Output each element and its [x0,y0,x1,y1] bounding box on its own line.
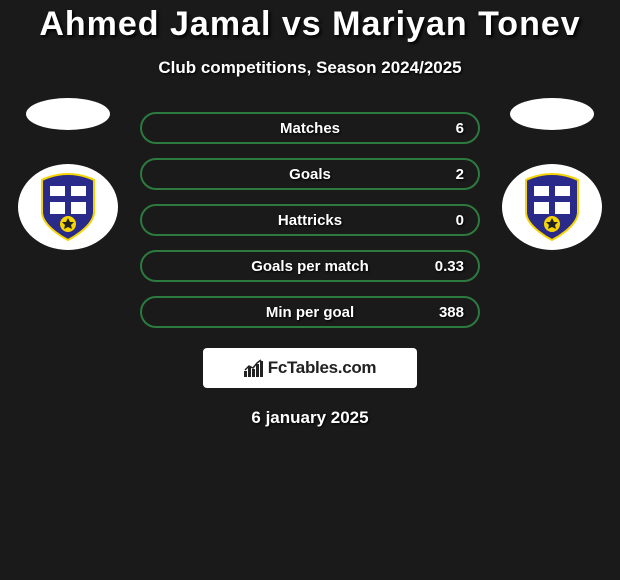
stat-label: Hattricks [278,212,342,229]
stat-right-value: 388 [439,304,464,321]
stat-right-value: 0.33 [435,258,464,275]
club-shield-left [38,172,98,242]
stat-label: Matches [280,120,340,137]
stat-right-value: 0 [456,212,464,229]
chart-icon [244,359,264,377]
player-left-column [18,98,118,250]
stat-row-min-per-goal: Min per goal 388 [140,296,480,328]
fctables-label: FcTables.com [268,358,377,378]
comparison-subtitle: Club competitions, Season 2024/2025 [0,58,620,78]
comparison-card: Ahmed Jamal vs Mariyan Tonev Club compet… [0,0,620,428]
comparison-title: Ahmed Jamal vs Mariyan Tonev [0,5,620,44]
player-right-column [502,98,602,250]
player-right-silhouette [510,98,594,130]
fctables-attribution[interactable]: FcTables.com [203,348,417,388]
club-shield-right [522,172,582,242]
player-right-club-badge [502,164,602,250]
player-left-silhouette [26,98,110,130]
stat-rows: Matches 6 Goals 2 Hattricks 0 Goals per … [140,112,480,328]
stat-right-value: 2 [456,166,464,183]
stat-row-goals: Goals 2 [140,158,480,190]
comparison-date: 6 january 2025 [0,408,620,428]
player-left-club-badge [18,164,118,250]
stat-label: Goals per match [251,258,369,275]
stat-label: Goals [289,166,331,183]
stat-row-hattricks: Hattricks 0 [140,204,480,236]
stat-row-goals-per-match: Goals per match 0.33 [140,250,480,282]
stat-row-matches: Matches 6 [140,112,480,144]
stat-label: Min per goal [266,304,354,321]
main-area: Matches 6 Goals 2 Hattricks 0 Goals per … [0,112,620,428]
stat-right-value: 6 [456,120,464,137]
